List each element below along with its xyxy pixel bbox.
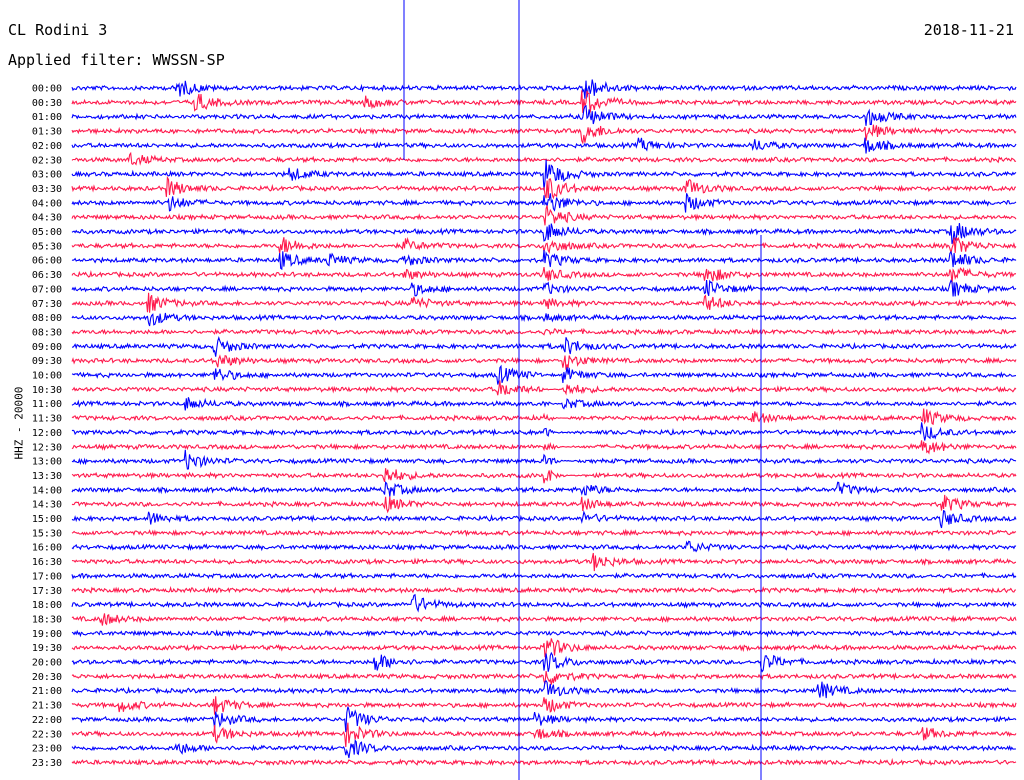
row-time-label: 08:30 (32, 327, 62, 338)
seismic-trace-row (71, 175, 1017, 200)
row-time-label: 15:30 (32, 528, 62, 539)
row-time-label: 10:00 (32, 371, 62, 382)
seismic-trace-row (71, 680, 1017, 699)
seismic-trace-row (71, 336, 1017, 357)
seismic-trace-row (71, 509, 1017, 529)
row-time-label: 00:00 (32, 84, 62, 95)
row-time-label: 12:00 (32, 428, 62, 439)
row-time-label: 00:30 (32, 98, 62, 109)
row-time-label: 01:00 (32, 112, 62, 123)
row-time-label: 16:00 (32, 543, 62, 554)
seismic-trace-row (71, 739, 1016, 759)
seismic-trace-row (71, 671, 1017, 685)
row-time-label: 09:00 (32, 342, 62, 353)
row-time-label: 01:30 (32, 127, 62, 138)
filter-label: Applied filter: WWSSN-SP (8, 51, 225, 69)
seismic-trace-row (71, 757, 1017, 767)
seismic-trace-row (71, 440, 1017, 455)
row-time-label: 02:00 (32, 141, 62, 152)
row-time-label: 16:30 (32, 557, 62, 568)
date-label: 2018-11-21 (923, 21, 1014, 39)
seismic-trace-row (71, 205, 1017, 226)
seismic-trace-row (71, 494, 1017, 514)
seismic-trace-row (71, 124, 1017, 145)
seismic-trace-row (71, 312, 1017, 327)
row-time-label: 05:30 (32, 241, 62, 252)
seismic-trace-row (71, 408, 1017, 426)
seismic-trace-row (71, 364, 1017, 385)
row-time-label: 03:00 (32, 170, 62, 181)
seismic-trace-row (71, 449, 1017, 470)
row-time-label: 07:30 (32, 299, 62, 310)
seismic-trace-row (71, 629, 1017, 638)
seismic-trace-row (71, 90, 1017, 113)
row-time-label: 21:30 (32, 701, 62, 712)
seismic-trace-row (71, 267, 1017, 284)
seismic-trace-row (71, 250, 1017, 271)
seismic-trace-row (71, 722, 1017, 748)
row-time-label: 22:30 (32, 729, 62, 740)
row-time-label: 18:00 (32, 600, 62, 611)
row-time-label: 19:00 (32, 629, 62, 640)
station-title: CL Rodini 3 (8, 21, 108, 39)
seismic-trace-row (71, 651, 1017, 673)
seismic-trace-row (71, 222, 1017, 244)
seismic-trace-row (71, 613, 1017, 626)
row-time-label: 22:00 (32, 715, 62, 726)
row-time-label: 17:30 (32, 586, 62, 597)
seismic-trace-row (71, 79, 1017, 99)
row-time-label: 06:30 (32, 270, 62, 281)
row-time-label: 10:30 (32, 385, 62, 396)
row-time-label: 08:00 (32, 313, 62, 324)
seismic-trace-row (71, 193, 1017, 213)
row-time-label: 23:30 (32, 758, 62, 769)
seismic-trace-row (71, 552, 1017, 572)
seismic-trace-row (71, 151, 1017, 166)
seismic-trace-row (71, 540, 1017, 553)
seismic-trace-row (71, 137, 1017, 154)
row-time-label: 02:30 (32, 155, 62, 166)
row-time-label: 19:30 (32, 643, 62, 654)
row-time-label: 13:30 (32, 471, 62, 482)
row-time-label: 04:00 (32, 198, 62, 209)
row-time-label: 15:00 (32, 514, 62, 525)
seismic-trace-row (71, 159, 1017, 191)
row-time-label: 09:30 (32, 356, 62, 367)
row-time-label: 04:30 (32, 213, 62, 224)
seismic-trace-row (71, 380, 1017, 396)
row-time-label: 18:30 (32, 614, 62, 625)
seismic-trace-row (71, 571, 1017, 580)
row-time-label: 11:30 (32, 414, 62, 425)
seismic-trace-row (71, 104, 1017, 126)
seismic-trace-row (71, 292, 1017, 313)
row-time-label: 20:30 (32, 672, 62, 683)
seismic-trace-row (71, 696, 1017, 715)
seismic-trace-row (71, 354, 1017, 370)
seismic-trace-row (71, 327, 1017, 336)
seismic-trace-row (71, 706, 1017, 733)
row-time-label: 21:00 (32, 686, 62, 697)
row-time-label: 06:00 (32, 256, 62, 267)
row-time-label: 23:00 (32, 744, 62, 755)
row-time-label: 03:30 (32, 184, 62, 195)
row-time-label: 14:00 (32, 485, 62, 496)
row-time-label: 07:00 (32, 284, 62, 295)
seismic-trace-row (71, 468, 1017, 484)
seismic-trace-row (71, 638, 1017, 658)
seismic-trace-row (71, 397, 1017, 411)
seismic-trace-row (71, 593, 1017, 613)
seismic-trace-row (71, 422, 1017, 441)
seismic-trace-row (71, 481, 1017, 497)
row-time-label: 13:00 (32, 457, 62, 468)
seismic-trace-row (71, 585, 1016, 595)
row-time-label: 20:00 (32, 658, 62, 669)
row-time-label: 05:00 (32, 227, 62, 238)
seismic-trace-row (71, 528, 1017, 537)
row-time-label: 12:30 (32, 442, 62, 453)
row-time-label: 14:30 (32, 500, 62, 511)
seismic-trace-row (71, 279, 1017, 297)
row-time-label: 11:00 (32, 399, 62, 410)
row-time-label: 17:00 (32, 571, 62, 582)
